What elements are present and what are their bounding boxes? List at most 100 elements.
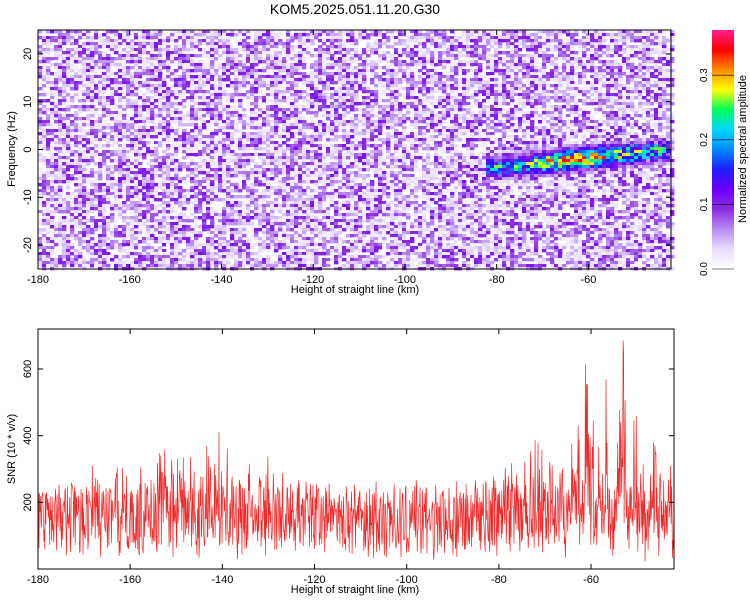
heatmap-cell (130, 54, 135, 58)
heatmap-cell (66, 129, 71, 133)
heatmap-cell (102, 87, 107, 91)
heatmap-cell (418, 57, 423, 61)
heatmap-cell (598, 96, 603, 100)
heatmap-cell (626, 36, 631, 40)
heatmap-cell (50, 105, 55, 109)
heatmap-cell (406, 96, 411, 100)
heatmap-cell (194, 36, 199, 40)
heatmap-cell (122, 126, 127, 130)
heatmap-cell (262, 66, 267, 70)
heatmap-cell (594, 72, 599, 76)
heatmap-cell (274, 87, 279, 91)
heatmap-cell (550, 54, 555, 58)
heatmap-cell (502, 99, 507, 103)
heatmap-cell (518, 117, 523, 121)
heatmap-cell (574, 117, 579, 121)
heatmap-cell (338, 123, 343, 127)
heatmap-cell (482, 87, 487, 91)
heatmap-cell (430, 60, 435, 64)
heatmap-cell (666, 132, 671, 136)
heatmap-cell (242, 144, 247, 148)
heatmap-cell (366, 105, 371, 109)
heatmap-cell (142, 129, 147, 133)
heatmap-cell (142, 144, 147, 148)
heatmap-cell (126, 150, 131, 154)
heatmap-cell (622, 30, 627, 34)
heatmap-cell (462, 99, 467, 103)
heatmap-cell (578, 39, 583, 43)
heatmap-cell (142, 48, 147, 52)
heatmap-cell (542, 138, 547, 142)
heatmap-cell (546, 108, 551, 112)
heatmap-cell (622, 120, 627, 124)
heatmap-cell (238, 33, 243, 37)
heatmap-cell (222, 45, 227, 49)
heatmap-cell (110, 93, 115, 97)
heatmap-cell (570, 45, 575, 49)
heatmap-cell (514, 117, 519, 121)
heatmap-cell (102, 78, 107, 82)
heatmap-cell (590, 93, 595, 97)
heatmap-cell (278, 78, 283, 82)
heatmap-cell (602, 147, 607, 151)
heatmap-cell (210, 81, 215, 85)
heatmap-cell (218, 93, 223, 97)
heatmap-cell (82, 96, 87, 100)
heatmap-cell (370, 132, 375, 136)
heatmap-cell (454, 135, 459, 139)
heatmap-cell (494, 54, 499, 58)
heatmap-cell (582, 90, 587, 94)
heatmap-cell (334, 93, 339, 97)
heatmap-cell (82, 135, 87, 139)
heatmap-cell (578, 78, 583, 82)
heatmap-cell (386, 132, 391, 136)
heatmap-cell (238, 84, 243, 88)
heatmap-cell (70, 123, 75, 127)
heatmap-cell (414, 45, 419, 49)
heatmap-cell (382, 117, 387, 121)
heatmap-cell (122, 108, 127, 112)
heatmap-cell (622, 141, 627, 145)
heatmap-cell (358, 114, 363, 118)
heatmap-cell (354, 153, 359, 157)
heatmap-cell (66, 138, 71, 142)
heatmap-cell (230, 54, 235, 58)
heatmap-cell (662, 141, 667, 145)
heatmap-cell (74, 48, 79, 52)
heatmap-cell (362, 36, 367, 40)
heatmap-cell (510, 108, 515, 112)
heatmap-cell (550, 138, 555, 142)
heatmap-cell (370, 90, 375, 94)
heatmap-cell (50, 93, 55, 97)
heatmap-cell (198, 54, 203, 58)
heatmap-cell (194, 153, 199, 157)
heatmap-cell (410, 135, 415, 139)
heatmap-cell (518, 48, 523, 52)
heatmap-cell (394, 144, 399, 148)
heatmap-cell (570, 96, 575, 100)
heatmap-cell (162, 39, 167, 43)
heatmap-cell (254, 57, 259, 61)
heatmap-cell (38, 36, 43, 40)
heatmap-cell (102, 132, 107, 136)
heatmap-cell (110, 51, 115, 55)
heatmap-cell (614, 147, 619, 151)
heatmap-cell (474, 126, 479, 130)
heatmap-cell (350, 153, 355, 157)
heatmap-cell (618, 150, 623, 154)
heatmap-cell (250, 120, 255, 124)
heatmap-cell (146, 111, 151, 115)
heatmap-cell (458, 105, 463, 109)
heatmap-cell (582, 144, 587, 148)
heatmap-cell (94, 150, 99, 154)
heatmap-cell (270, 153, 275, 157)
heatmap-cell (530, 48, 535, 52)
heatmap-cell (74, 75, 79, 79)
heatmap-cell (590, 39, 595, 43)
heatmap-cell (350, 39, 355, 43)
heatmap-cell (250, 90, 255, 94)
heatmap-cell (58, 48, 63, 52)
heatmap-cell (94, 36, 99, 40)
heatmap-cell (66, 105, 71, 109)
heatmap-cell (138, 48, 143, 52)
